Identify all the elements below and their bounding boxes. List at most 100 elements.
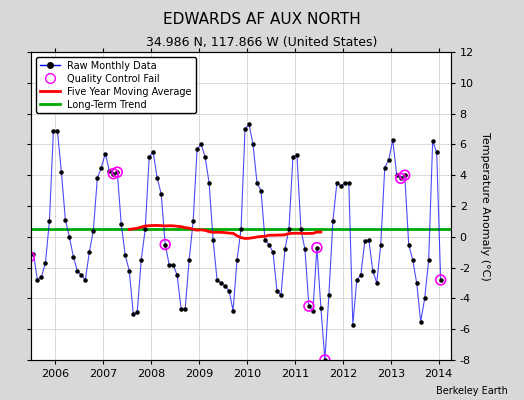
Point (97, 164, 105, 171)
Point (145, 154, 154, 160)
Point (5, 152, 14, 158)
Point (17, 252, 26, 258)
Point (424, 257, 433, 263)
Point (73, 268, 82, 274)
Point (185, 257, 193, 263)
Point (316, 304, 325, 311)
Point (353, 277, 361, 283)
Legend: Raw Monthly Data, Quality Control Fail, Five Year Moving Average, Long-Term Tren: Raw Monthly Data, Quality Control Fail, … (36, 57, 196, 113)
Point (153, 175, 161, 182)
Point (49, 127, 58, 134)
Point (281, 246, 289, 252)
Point (293, 152, 301, 158)
Point (373, 280, 381, 286)
Point (89, 228, 97, 234)
Point (217, 280, 225, 286)
Point (213, 277, 221, 283)
Point (109, 170, 117, 177)
Point (237, 226, 245, 232)
Point (420, 295, 429, 302)
Point (45, 218, 53, 225)
Point (5, 152, 14, 158)
Point (345, 180, 353, 186)
Point (9, 180, 18, 186)
Point (392, 172, 401, 178)
Point (221, 283, 230, 289)
Point (209, 237, 217, 243)
Point (313, 244, 321, 251)
Point (177, 306, 185, 312)
Point (41, 260, 50, 266)
Point (309, 308, 317, 314)
Point (137, 257, 146, 263)
Point (305, 303, 313, 309)
Point (133, 309, 141, 316)
Point (181, 306, 189, 312)
Point (225, 288, 233, 294)
Text: 34.986 N, 117.866 W (United States): 34.986 N, 117.866 W (United States) (146, 36, 378, 49)
Point (33, 277, 41, 283)
Point (436, 277, 445, 283)
Point (409, 257, 417, 263)
Point (261, 237, 269, 243)
Point (432, 149, 441, 155)
Point (405, 241, 413, 248)
Point (357, 272, 365, 278)
Point (289, 154, 297, 160)
Point (157, 190, 166, 197)
Point (65, 234, 73, 240)
Point (301, 246, 309, 252)
Point (321, 357, 329, 363)
Point (380, 164, 389, 171)
Point (173, 272, 181, 278)
Point (336, 183, 345, 189)
Point (129, 310, 137, 317)
Point (385, 156, 393, 163)
Point (21, 257, 30, 263)
Point (265, 241, 273, 248)
Point (201, 154, 209, 160)
Point (25, 254, 34, 260)
Point (297, 226, 305, 232)
Point (17, 252, 26, 258)
Point (305, 303, 313, 309)
Point (93, 175, 102, 182)
Point (197, 141, 205, 148)
Point (161, 241, 169, 248)
Point (361, 238, 369, 245)
Point (101, 150, 110, 157)
Point (245, 121, 253, 128)
Point (81, 277, 90, 283)
Point (365, 237, 373, 243)
Point (313, 244, 321, 251)
Point (189, 218, 198, 225)
Point (389, 136, 397, 143)
Point (193, 146, 201, 152)
Text: EDWARDS AF AUX NORTH: EDWARDS AF AUX NORTH (163, 12, 361, 27)
Point (241, 126, 249, 132)
Point (113, 169, 122, 175)
Point (61, 217, 70, 223)
Point (325, 292, 333, 298)
Point (53, 127, 62, 134)
Point (329, 218, 337, 225)
Point (85, 249, 93, 256)
Point (141, 226, 149, 232)
Point (161, 241, 169, 248)
Point (348, 321, 357, 328)
Point (253, 180, 261, 186)
Point (25, 254, 34, 260)
Point (233, 257, 241, 263)
Point (13, 246, 21, 252)
Point (105, 167, 114, 174)
Y-axis label: Temperature Anomaly (°C): Temperature Anomaly (°C) (481, 132, 490, 280)
Point (400, 172, 409, 178)
Point (121, 252, 129, 258)
Point (400, 172, 409, 178)
Point (9, 180, 18, 186)
Point (277, 292, 285, 298)
Point (368, 268, 377, 274)
Point (249, 141, 257, 148)
Point (109, 170, 117, 177)
Point (21, 257, 30, 263)
